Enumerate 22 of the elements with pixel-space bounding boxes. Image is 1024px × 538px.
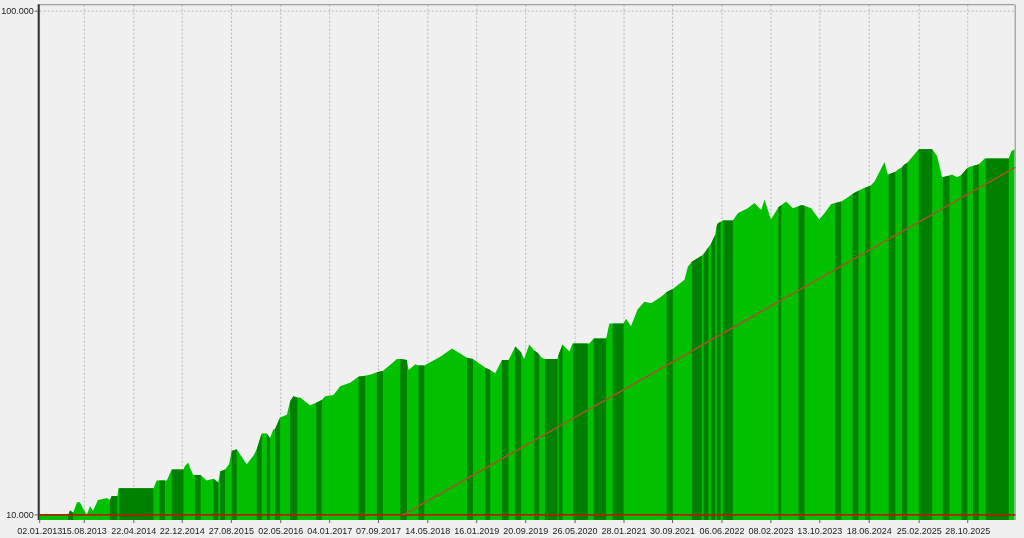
x-tick-label: 02.01.2013 — [17, 526, 63, 536]
x-tick-label: 26.05.2020 — [552, 526, 598, 536]
x-tick-label: 13.10.2023 — [797, 526, 843, 536]
x-tick-label: 16.01.2019 — [454, 526, 500, 536]
y-tick-label: 100.000 — [1, 6, 34, 17]
x-tick-label: 07.09.2017 — [355, 526, 401, 536]
x-tick-label: 28.01.2021 — [601, 526, 647, 536]
x-tick-label: 08.02.2023 — [748, 526, 794, 536]
x-tick-label: 22.12.2014 — [159, 526, 205, 536]
y-tick-label: 10.000 — [6, 509, 34, 520]
x-tick-label: 15.08.2013 — [61, 526, 107, 536]
x-tick-label: 18.06.2024 — [846, 526, 892, 536]
x-tick-label: 02.05.2016 — [258, 526, 304, 536]
x-tick-label: 22.04.2014 — [111, 526, 157, 536]
x-tick-label: 27.08.2015 — [208, 526, 254, 536]
x-tick-label: 04.01.2017 — [307, 526, 353, 536]
x-tick-label: 30.09.2021 — [650, 526, 696, 536]
x-tick-label: 25.02.2025 — [896, 526, 942, 536]
x-tick-label: 20.09.2019 — [503, 526, 549, 536]
x-tick-label: 14.05.2018 — [405, 526, 451, 536]
x-tick-label: 06.06.2022 — [699, 526, 745, 536]
x-tick-label: 28.10.2025 — [945, 526, 991, 536]
